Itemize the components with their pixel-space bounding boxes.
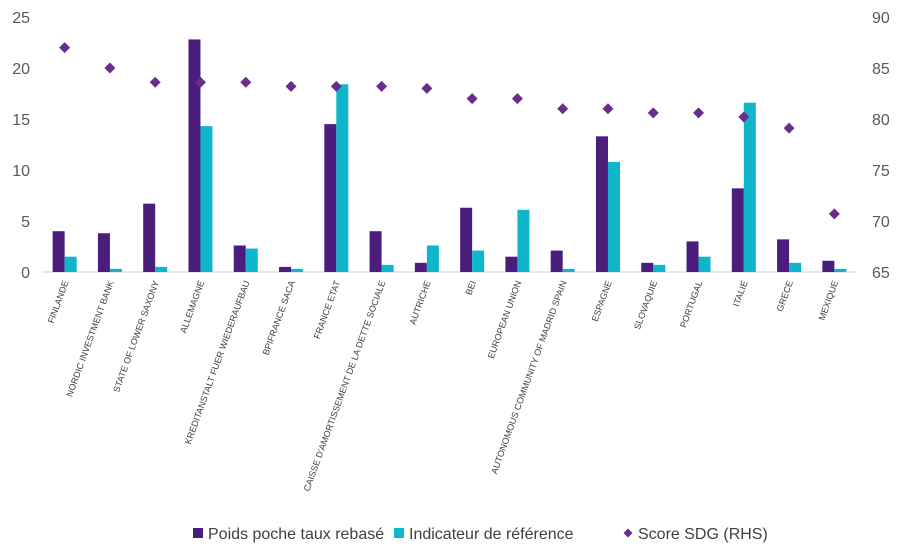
bar-indicateur-reference <box>200 126 213 272</box>
bar-indicateur-reference <box>607 161 620 272</box>
legend-label: Poids poche taux rebasé <box>208 526 384 543</box>
bar-poids-poche <box>777 239 790 272</box>
bar-indicateur-reference <box>698 256 711 272</box>
left-tick-label: 0 <box>21 265 30 282</box>
score-sdg-marker <box>376 80 388 92</box>
legend-swatch <box>193 528 203 538</box>
category-label: BEI <box>464 279 478 296</box>
score-sdg-marker <box>104 62 116 74</box>
category-label: ITALIE <box>731 279 750 308</box>
left-axis-ticks: 0 5 10 15 20 25 <box>12 10 30 282</box>
bar-indicateur-reference <box>653 264 666 272</box>
bar-indicateur-reference <box>562 268 575 272</box>
score-sdg-marker <box>647 107 659 119</box>
right-tick-label: 80 <box>872 112 890 129</box>
bar-poids-poche <box>97 233 110 272</box>
category-label: MEXIQUE <box>817 279 841 321</box>
legend: Poids poche taux rebasé Indicateur de réf… <box>193 526 768 543</box>
category-label: PORTUGAL <box>678 279 704 329</box>
bar-poids-poche <box>414 262 427 272</box>
score-sdg-marker <box>59 42 71 54</box>
category-label: FRANCE ETAT <box>312 279 342 340</box>
bar-indicateur-reference <box>743 102 756 273</box>
bar-poids-poche <box>822 260 835 272</box>
bar-poids-poche <box>641 262 654 272</box>
bar-indicateur-reference <box>291 268 304 272</box>
right-tick-label: 75 <box>872 163 890 180</box>
score-sdg-marker <box>557 103 569 115</box>
legend-swatch <box>623 528 633 538</box>
bar-indicateur-reference <box>517 209 530 272</box>
left-tick-label: 25 <box>12 10 30 27</box>
bar-indicateur-reference <box>381 264 394 272</box>
category-label: FINLANDE <box>46 279 71 324</box>
right-tick-label: 90 <box>872 10 890 27</box>
bar-poids-poche <box>505 256 518 272</box>
bar-indicateur-reference <box>336 84 349 272</box>
category-label: AUTONOMOUS COMMUNITY OF MADRID SPAIN <box>489 279 569 475</box>
left-tick-label: 20 <box>12 61 30 78</box>
score-sdg-marker <box>738 111 750 123</box>
score-sdg-marker <box>194 76 206 88</box>
bar-poids-poche <box>369 231 382 272</box>
category-label: SLOVAQUIE <box>632 279 659 331</box>
category-label: AUTRICHE <box>408 279 433 326</box>
category-label: BPIFRANCE SACA <box>261 279 297 356</box>
category-label: ALLEMAGNE <box>178 279 206 334</box>
legend-swatch <box>394 528 404 538</box>
bar-indicateur-reference <box>426 245 439 272</box>
score-sdg-marker <box>783 122 795 134</box>
score-sdg-marker <box>240 76 252 88</box>
bar-indicateur-reference <box>109 268 122 272</box>
category-label: CAISSE D'AMORTISSEMENT DE LA DETTE SOCIA… <box>302 279 388 492</box>
bar-poids-poche <box>52 231 65 272</box>
bar-poids-poche <box>731 188 744 272</box>
category-label: EUROPEAN UNION <box>486 279 523 359</box>
score-sdg-marker <box>693 107 705 119</box>
score-sdg-marker <box>466 93 478 105</box>
bar-poids-poche <box>233 245 246 272</box>
score-sdg-marker <box>330 80 342 92</box>
category-label: GRECE <box>775 279 795 313</box>
bar-poids-poche <box>188 39 201 272</box>
right-tick-label: 65 <box>872 265 890 282</box>
legend-label: Indicateur de référence <box>409 526 574 543</box>
left-tick-label: 5 <box>21 214 30 231</box>
bar-poids-poche <box>143 203 156 272</box>
bar-indicateur-reference <box>834 268 847 272</box>
left-tick-label: 15 <box>12 112 30 129</box>
bar-indicateur-reference <box>155 266 168 272</box>
bar-poids-poche <box>324 124 337 272</box>
score-sdg-marker <box>285 80 297 92</box>
legend-label: Score SDG (RHS) <box>638 526 768 543</box>
score-sdg-marker <box>828 208 840 220</box>
bar-indicateur-reference <box>789 262 802 272</box>
bar-indicateur-reference <box>472 250 485 272</box>
score-sdg-marker <box>511 93 523 105</box>
bar-poids-poche <box>595 136 608 272</box>
category-label: STATE OF LOWER SAXONY <box>111 279 161 393</box>
bar-poids-poche <box>550 250 563 272</box>
score-sdg-marker <box>602 103 614 115</box>
right-tick-label: 85 <box>872 61 890 78</box>
score-sdg-marker <box>421 82 433 94</box>
bar-poids-poche <box>686 241 699 272</box>
score-sdg-marker <box>149 76 161 88</box>
left-tick-label: 10 <box>12 163 30 180</box>
bar-indicateur-reference <box>245 248 258 272</box>
bar-indicateur-reference <box>64 256 77 272</box>
bar-poids-poche <box>460 207 473 272</box>
category-label: ESPAGNE <box>590 279 614 323</box>
markers-group <box>59 42 840 220</box>
right-tick-label: 70 <box>872 214 890 231</box>
category-label: NORDIC INVESTMENT BANK <box>64 279 115 398</box>
right-axis-ticks: 65 70 75 80 85 90 <box>872 10 890 282</box>
bar-poids-poche <box>279 266 292 272</box>
bars-group <box>52 39 847 273</box>
